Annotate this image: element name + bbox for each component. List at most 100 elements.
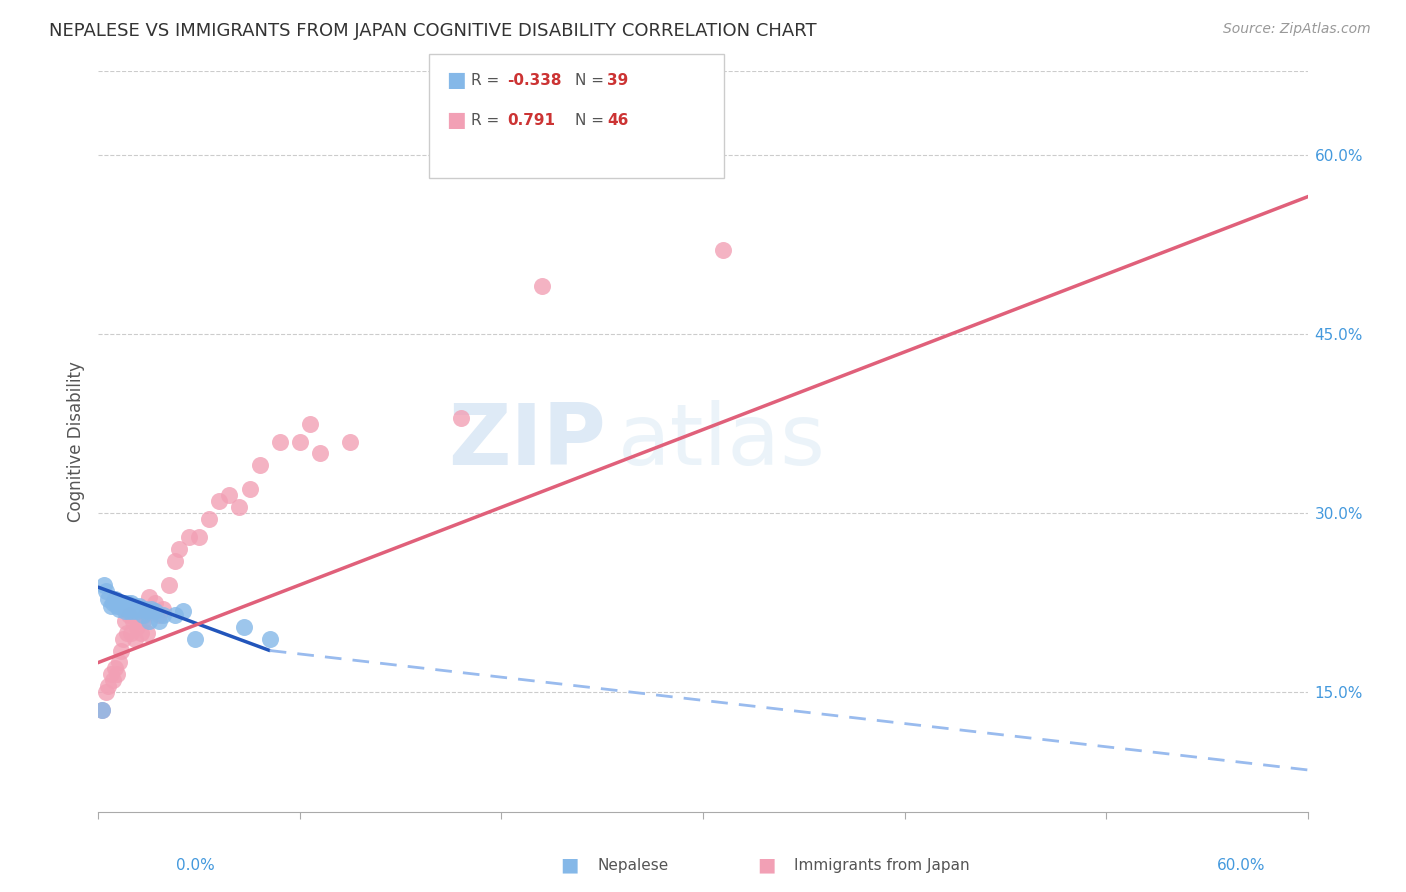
Point (107, 656, 129, 670)
Point (124, 601, 146, 615)
Point (148, 607, 170, 622)
Point (124, 599, 146, 614)
Point (91, 703, 114, 717)
Text: Nepalese: Nepalese (598, 858, 669, 872)
Point (125, 604, 148, 618)
Point (128, 599, 150, 614)
Point (100, 599, 122, 614)
Point (118, 604, 141, 618)
Point (93, 578, 115, 592)
Text: 0.0%: 0.0% (176, 858, 215, 872)
Point (232, 619, 254, 633)
Point (208, 494, 231, 508)
Point (139, 601, 162, 615)
Point (172, 604, 194, 618)
Point (115, 625, 138, 640)
Text: NEPALESE VS IMMIGRANTS FROM JAPAN COGNITIVE DISABILITY CORRELATION CHART: NEPALESE VS IMMIGRANTS FROM JAPAN COGNIT… (49, 22, 817, 40)
Point (228, 500, 250, 515)
Text: 46: 46 (607, 113, 628, 128)
Point (120, 625, 142, 640)
Point (121, 614, 143, 628)
Text: -0.338: -0.338 (508, 73, 562, 87)
Point (163, 607, 186, 622)
Point (96, 685, 118, 699)
Point (134, 607, 156, 622)
Text: R =: R = (471, 113, 509, 128)
Point (138, 614, 160, 628)
Text: ■: ■ (446, 70, 465, 90)
Point (103, 592, 125, 607)
Point (96, 583, 118, 598)
Point (157, 578, 180, 592)
Y-axis label: Cognitive Disability: Cognitive Disability (66, 361, 84, 522)
Text: 0.791: 0.791 (508, 113, 555, 128)
Point (309, 446, 332, 460)
Point (114, 614, 136, 628)
Point (129, 601, 152, 615)
Point (184, 632, 207, 646)
Point (125, 619, 148, 633)
Text: ■: ■ (756, 855, 776, 875)
Point (115, 601, 138, 615)
Point (711, 244, 734, 258)
Point (139, 601, 162, 615)
Point (132, 607, 155, 622)
Point (105, 599, 128, 614)
Point (188, 530, 211, 544)
Point (249, 458, 271, 473)
Point (124, 632, 146, 646)
Text: Source: ZipAtlas.com: Source: ZipAtlas.com (1223, 22, 1371, 37)
Point (269, 434, 291, 449)
Point (148, 614, 170, 628)
Point (120, 596, 142, 610)
Point (530, 279, 553, 293)
Text: ZIP: ZIP (449, 400, 606, 483)
Point (101, 596, 124, 610)
Point (129, 625, 152, 640)
Point (143, 596, 166, 610)
Text: atlas: atlas (619, 400, 827, 483)
Point (179, 530, 201, 544)
Point (120, 601, 142, 615)
Point (299, 417, 322, 431)
Point (103, 661, 125, 675)
Point (97, 592, 120, 607)
Text: N =: N = (575, 113, 609, 128)
Point (107, 596, 129, 610)
Point (111, 596, 134, 610)
Point (138, 590, 160, 604)
Point (114, 604, 136, 618)
Point (128, 614, 150, 628)
Point (110, 643, 132, 657)
Point (91, 703, 114, 717)
Point (339, 434, 361, 449)
Point (163, 554, 186, 568)
Text: ■: ■ (446, 111, 465, 130)
Point (218, 488, 240, 502)
Text: R =: R = (471, 73, 505, 87)
Point (121, 604, 143, 618)
Text: ■: ■ (560, 855, 579, 875)
Point (259, 632, 281, 646)
Point (239, 483, 262, 497)
Point (198, 512, 221, 526)
Point (135, 604, 157, 618)
Point (450, 410, 472, 425)
Point (134, 601, 156, 615)
Point (105, 667, 128, 681)
Point (152, 601, 174, 615)
Point (97, 679, 120, 693)
Point (135, 625, 157, 640)
Point (110, 599, 132, 614)
Point (288, 434, 311, 449)
Point (167, 541, 190, 556)
Text: 39: 39 (607, 73, 628, 87)
Point (115, 596, 138, 610)
Text: 60.0%: 60.0% (1218, 858, 1265, 872)
Text: Immigrants from Japan: Immigrants from Japan (794, 858, 970, 872)
Text: N =: N = (575, 73, 609, 87)
Point (101, 673, 124, 688)
Point (152, 607, 174, 622)
Point (111, 632, 134, 646)
Point (114, 599, 136, 614)
